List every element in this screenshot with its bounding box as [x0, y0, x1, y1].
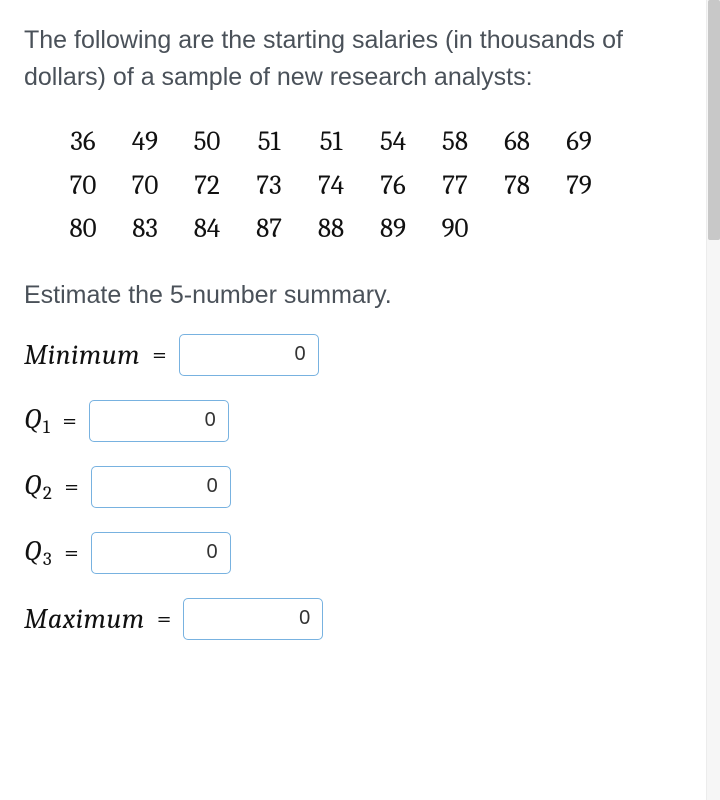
data-row: 364950515154586869	[52, 120, 696, 164]
equals-sign: =	[64, 538, 78, 568]
data-value: 51	[238, 120, 300, 164]
data-value: 89	[362, 207, 424, 251]
input-q2[interactable]	[91, 466, 231, 508]
answer-line-maximum: Maximum =	[24, 595, 696, 643]
instruction-text: Estimate the 5-number summary.	[24, 277, 696, 315]
equals-sign: =	[62, 406, 76, 436]
data-value: 72	[176, 164, 238, 208]
data-values-block: 364950515154586869 707072737476777879 80…	[24, 120, 696, 251]
data-value: 84	[176, 207, 238, 251]
scrollbar-track[interactable]	[706, 0, 720, 800]
data-value: 76	[362, 164, 424, 208]
equals-sign: =	[152, 340, 166, 370]
label-q1: Q1	[24, 403, 50, 438]
answer-line-q3: Q3 =	[24, 529, 696, 577]
data-value: 36	[52, 120, 114, 164]
label-minimum: Minimum	[24, 339, 140, 371]
data-value: 49	[114, 120, 176, 164]
equals-sign: =	[157, 604, 171, 634]
data-value: 77	[424, 164, 486, 208]
input-maximum[interactable]	[183, 598, 323, 640]
data-value: 69	[548, 120, 610, 164]
data-value: 88	[300, 207, 362, 251]
data-value: 58	[424, 120, 486, 164]
data-value: 79	[548, 164, 610, 208]
data-value: 87	[238, 207, 300, 251]
data-row: 80838487888990	[52, 207, 696, 251]
data-value: 68	[486, 120, 548, 164]
data-value: 73	[238, 164, 300, 208]
data-value: 83	[114, 207, 176, 251]
label-q3: Q3	[24, 535, 52, 570]
data-value: 90	[424, 207, 486, 251]
data-value: 78	[486, 164, 548, 208]
data-value: 70	[114, 164, 176, 208]
data-row: 707072737476777879	[52, 164, 696, 208]
label-q2: Q2	[24, 469, 52, 504]
answer-line-q1: Q1 =	[24, 397, 696, 445]
question-prompt: The following are the starting salaries …	[24, 22, 696, 96]
answer-line-q2: Q2 =	[24, 463, 696, 511]
data-value: 80	[52, 207, 114, 251]
data-value: 54	[362, 120, 424, 164]
data-value: 50	[176, 120, 238, 164]
input-q3[interactable]	[91, 532, 231, 574]
data-value: 70	[52, 164, 114, 208]
data-value: 74	[300, 164, 362, 208]
label-maximum: Maximum	[24, 603, 145, 635]
equals-sign: =	[64, 472, 78, 502]
input-minimum[interactable]	[179, 334, 319, 376]
input-q1[interactable]	[89, 400, 229, 442]
data-value: 51	[300, 120, 362, 164]
scrollbar-thumb[interactable]	[708, 0, 720, 240]
answer-line-minimum: Minimum =	[24, 331, 696, 379]
